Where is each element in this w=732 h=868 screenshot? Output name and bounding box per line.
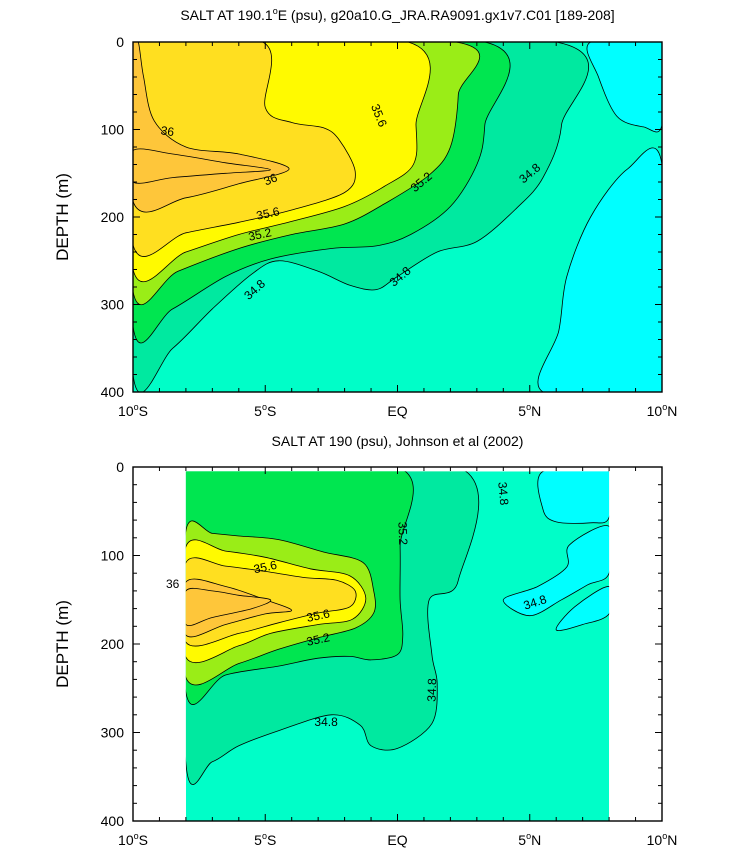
contour-band-36.2 (185, 587, 272, 626)
contour-label: 35.6 (255, 204, 281, 223)
y-tick-label: 200 (101, 636, 125, 652)
chart-title: SALT AT 190.1oE (psu), g20a10.G_JRA.RA90… (180, 6, 614, 23)
contour-label: 34.8 (314, 715, 338, 729)
salinity-field (133, 42, 662, 392)
x-tick-label: 5oS (254, 831, 276, 848)
x-tick-label: 5oN (518, 831, 541, 848)
x-tick-label: 10oN (647, 402, 678, 419)
y-tick-label: 0 (116, 459, 124, 475)
low-salinity-region-1 (537, 471, 610, 524)
contour-label: 34.8 (424, 678, 439, 702)
contour-label: 35.6 (305, 606, 331, 625)
y-tick-label: 200 (101, 209, 125, 225)
axis-ticks (132, 466, 663, 822)
low-salinity-region-3 (555, 586, 610, 631)
y-tick-label: 400 (101, 813, 125, 829)
low-salinity-region-1 (537, 147, 662, 392)
y-tick-label: 100 (101, 548, 125, 564)
contour-panel-2: 35.2 34.8 35.6 36 35.6 35.2 34.8 34.8 34.8 0 100 20… (53, 433, 677, 848)
x-tick-label: 5oS (254, 402, 276, 419)
x-tick-label: EQ (387, 832, 407, 848)
contour-band-36.2 (133, 148, 271, 184)
x-tick-label: 5oN (518, 402, 541, 419)
y-tick-label: 400 (101, 384, 125, 400)
contour-label: 34.8 (522, 592, 549, 613)
chart-title: SALT AT 190 (psu), Johnson et al (2002) (272, 433, 524, 449)
y-tick-label: 100 (101, 122, 125, 138)
y-tick-label: 300 (101, 297, 125, 313)
contour-labels: 35.2 34.8 35.6 36 35.6 35.2 34.8 34.8 34.8 (166, 481, 549, 729)
x-tick-label: 10oN (647, 831, 678, 848)
contour-label: 35.2 (395, 521, 410, 545)
salinity-field (185, 471, 610, 821)
contour-label: 36 (160, 123, 175, 139)
x-tick-label: 10oS (118, 831, 148, 848)
contour-label: 35.2 (305, 630, 331, 649)
x-tick-label: EQ (387, 403, 407, 419)
contour-label: 35.2 (247, 225, 273, 244)
contour-label: 36 (262, 170, 280, 188)
contour-label: 34.8 (495, 481, 511, 506)
contour-label: 35.6 (252, 558, 278, 577)
low-salinity-region-2 (502, 525, 610, 617)
x-tick-label: 10oS (118, 402, 148, 419)
y-tick-label: 300 (101, 725, 125, 741)
y-tick-label: 0 (116, 34, 124, 50)
low-salinity-region-2 (586, 42, 662, 133)
y-axis-label: DEPTH (m) (53, 173, 72, 261)
contour-label: 36 (166, 577, 180, 591)
contour-band-35.8 (133, 42, 356, 257)
y-axis-label: DEPTH (m) (53, 600, 72, 688)
contour-panel-1: 363635.635.234.835.635.234.834.801002003… (53, 6, 677, 419)
axis-ticks (132, 41, 663, 393)
